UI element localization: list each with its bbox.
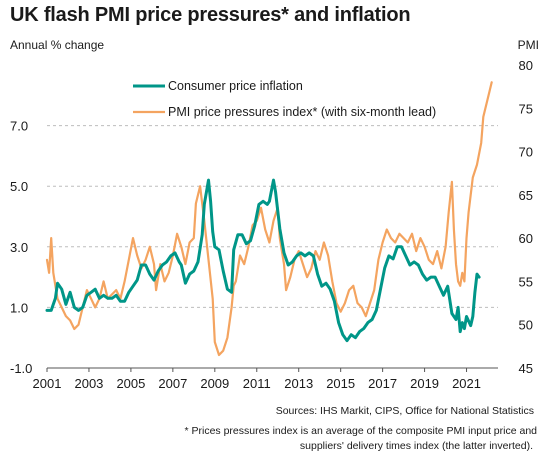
y-right-tick-label: 65: [519, 188, 533, 203]
cpi-series-line: [45, 178, 481, 343]
chart-plot: 7.0 5.0 3.0 1.0 -1.0 80 75 70 65 60 55 50 45 2001 2003…: [10, 58, 533, 391]
x-tick-label: 2007: [158, 376, 187, 391]
y-right-tick-label: 70: [519, 145, 533, 160]
y-left-tick-label: -1.0: [10, 361, 32, 376]
x-tick-label: 2017: [368, 376, 397, 391]
x-tick-label: 2013: [284, 376, 313, 391]
y-left-tick-label: 1.0: [10, 300, 28, 315]
x-tick-label: 2003: [74, 376, 103, 391]
y-left-tick-label: 7.0: [10, 119, 28, 134]
y-left-tick-label: 3.0: [10, 240, 28, 255]
y-right-tick-label: 55: [519, 274, 533, 289]
x-tick-label: 2005: [116, 376, 145, 391]
y-right-tick-label: 60: [519, 231, 533, 246]
legend-label-pmi: PMI price pressures index* (with six-mon…: [168, 105, 436, 119]
right-axis-title: PMI: [517, 38, 539, 52]
x-tick-label: 2019: [410, 376, 439, 391]
y-right-tick-label: 75: [519, 101, 533, 116]
y-right-tick-label: 50: [519, 318, 533, 333]
pmi-series-line: [45, 81, 493, 357]
legend-label-cpi: Consumer price inflation: [168, 79, 303, 93]
chart-title: UK flash PMI price pressures* and inflat…: [10, 4, 411, 26]
sources-text: Sources: IHS Markit, CIPS, Office for Na…: [275, 405, 534, 417]
note-line-2: suppliers' delivery times index (the lat…: [299, 440, 533, 452]
left-axis-title: Annual % change: [10, 38, 105, 52]
y-right-tick-label: 45: [519, 361, 533, 376]
y-left-tick-label: 5.0: [10, 179, 28, 194]
note-line-1: * Prices pressures index is an average o…: [184, 425, 537, 437]
x-tick-label: 2001: [33, 376, 62, 391]
x-tick-label: 2021: [452, 376, 481, 391]
x-tick-label: 2015: [326, 376, 355, 391]
x-tick-label: 2009: [200, 376, 229, 391]
y-right-tick-label: 80: [519, 58, 533, 73]
x-tick-label: 2011: [243, 376, 271, 391]
